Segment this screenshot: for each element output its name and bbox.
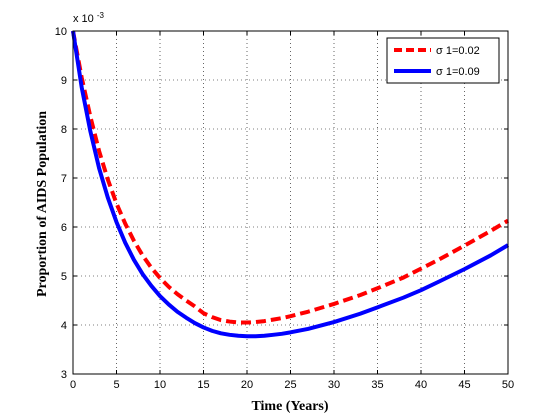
legend: σ 1=0.02 σ 1=0.09: [386, 37, 500, 84]
series-line-2: [71, 30, 510, 339]
y-tick-label: 10: [55, 26, 67, 38]
y-tick-label: 6: [61, 222, 67, 234]
y-tick-label: 5: [61, 271, 67, 283]
y-tick-label: 4: [61, 320, 67, 332]
y-exponent-power: -3: [97, 11, 105, 20]
x-tick-label: 25: [284, 379, 296, 391]
x-axis-label: Time (Years): [251, 399, 328, 414]
x-tick-label: 15: [197, 379, 209, 391]
y-tick-label: 9: [61, 75, 67, 87]
x-tick-label: 5: [113, 379, 119, 391]
legend-label-series-2: σ 1=0.09: [436, 66, 480, 78]
legend-label-series-1: σ 1=0.02: [436, 45, 480, 57]
series-group: [71, 30, 510, 339]
x-tick-label: 30: [328, 379, 340, 391]
series-line-1: [71, 30, 510, 325]
x-tick-label: 45: [458, 379, 470, 391]
x-tick-label: 20: [241, 379, 253, 391]
y-tick-label: 7: [61, 173, 67, 185]
legend-box: [386, 37, 500, 84]
x-tick-label: 0: [70, 379, 76, 391]
y-exponent-base: x 10: [73, 13, 94, 25]
y-tick-label: 3: [61, 369, 67, 381]
x-tick-label: 35: [371, 379, 383, 391]
y-axis-label: Proportion of AIDS Population: [35, 111, 50, 297]
x-tick-label: 50: [502, 379, 514, 391]
x-tick-label: 10: [154, 379, 166, 391]
x-tick-label: 40: [415, 379, 427, 391]
y-exponent: x 10 -3: [73, 11, 105, 25]
y-tick-label: 8: [61, 124, 67, 136]
